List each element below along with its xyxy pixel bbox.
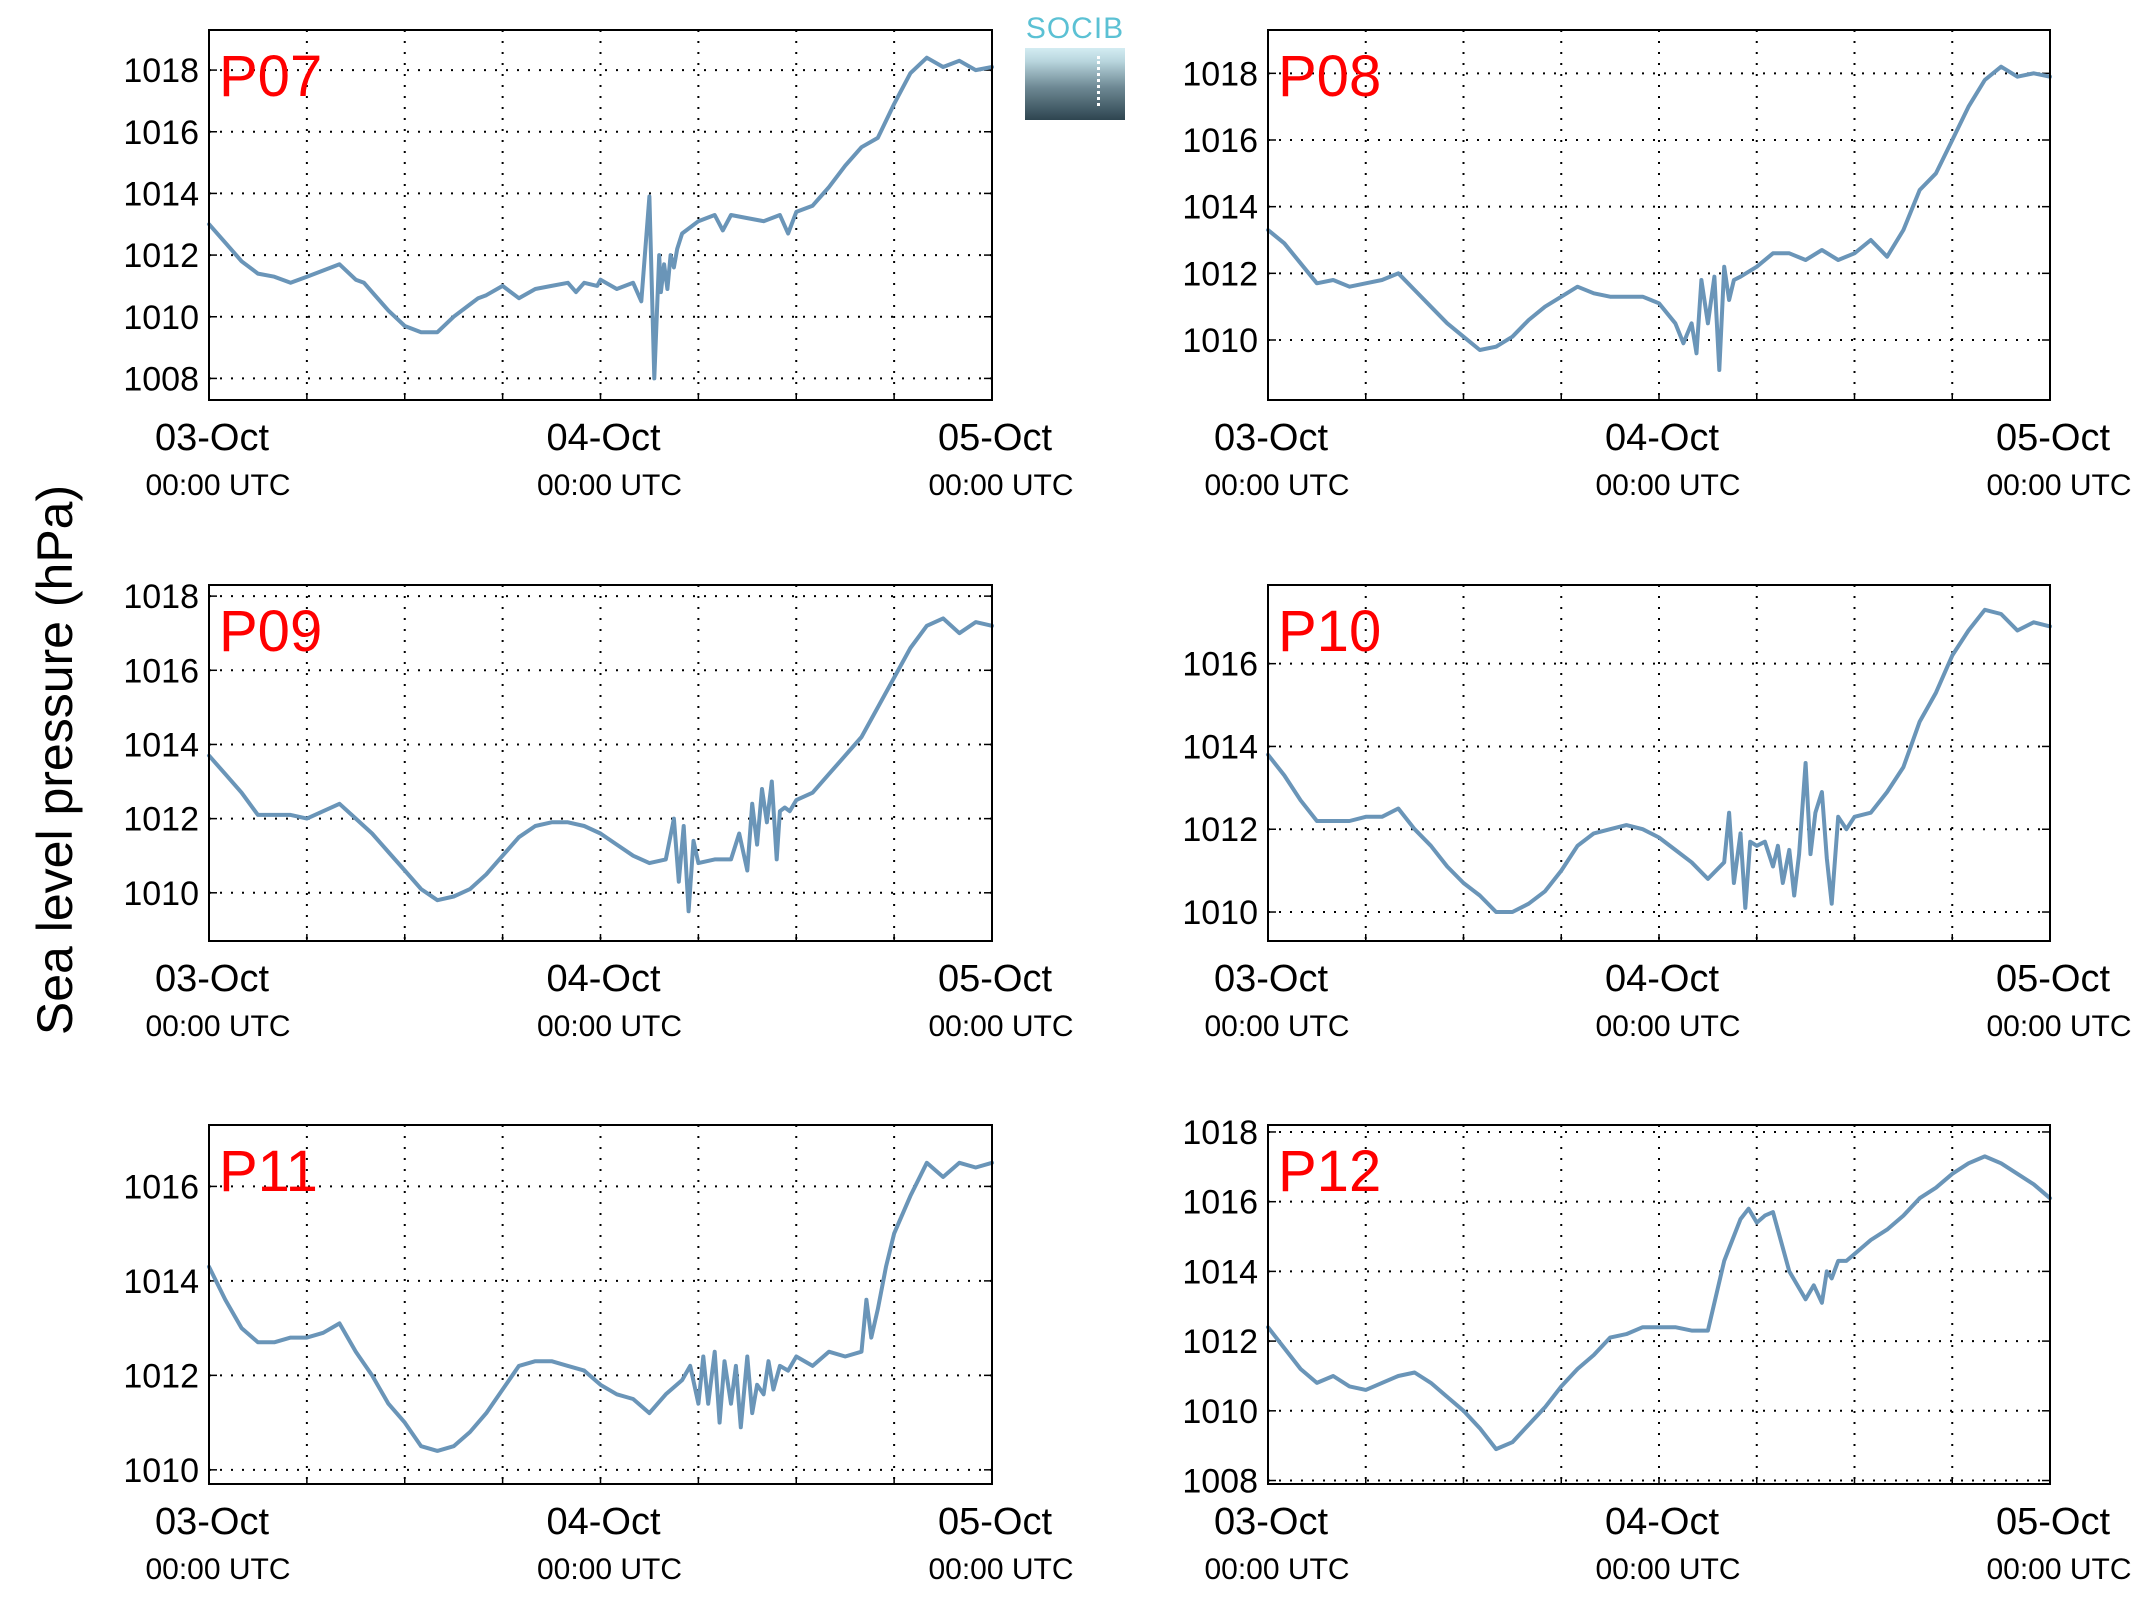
x-tick-label-date: 05-Oct xyxy=(1996,1501,2110,1543)
y-tick-label: 1010 xyxy=(123,299,199,337)
plot-frame xyxy=(208,584,993,942)
x-tick-label-time: 00:00 UTC xyxy=(1595,1553,1740,1586)
x-tick-label-date: 05-Oct xyxy=(938,417,1052,459)
x-tick-label-time: 00:00 UTC xyxy=(537,1553,682,1586)
x-tick-label-time: 00:00 UTC xyxy=(537,469,682,502)
x-tick-label-date: 03-Oct xyxy=(1214,958,1328,1000)
chart-panel-p07: 1008 1010 1012 1014 1016 1018 03-Oct 00:00 UTC 0… xyxy=(123,29,1074,502)
y-tick-label: 1010 xyxy=(1182,322,1258,360)
series-line-p12 xyxy=(1266,1154,2052,1452)
y-tick-label: 1012 xyxy=(1182,255,1258,293)
x-tick-label-date: 04-Oct xyxy=(1605,417,1719,459)
x-tick-label-date: 03-Oct xyxy=(1214,1501,1328,1543)
x-tick-label-date: 04-Oct xyxy=(1605,958,1719,1000)
x-tick-label-time: 00:00 UTC xyxy=(1204,1553,1349,1586)
x-tick-label-date: 03-Oct xyxy=(155,1501,269,1543)
x-tick-label-time: 00:00 UTC xyxy=(1595,1010,1740,1043)
panel-label: P11 xyxy=(219,1139,318,1204)
plot-frame xyxy=(1267,584,2051,942)
x-tick-label-date: 05-Oct xyxy=(1996,417,2110,459)
y-tick-label: 1016 xyxy=(1182,122,1258,160)
y-tick-label: 1014 xyxy=(123,175,199,213)
y-tick-label: 1012 xyxy=(1182,811,1258,849)
y-tick-label: 1010 xyxy=(1182,894,1258,932)
y-tick-label: 1008 xyxy=(1182,1463,1258,1501)
x-tick-label-date: 05-Oct xyxy=(938,958,1052,1000)
x-tick-label-time: 00:00 UTC xyxy=(1204,469,1349,502)
plot-frame xyxy=(1267,29,2051,401)
x-tick-label-time: 00:00 UTC xyxy=(145,469,290,502)
y-tick-label: 1008 xyxy=(123,360,199,398)
y-tick-label: 1016 xyxy=(1182,646,1258,684)
chart-panel-p10: 1010 1012 1014 1016 03-Oct 00:00 UTC 04-Oct 00:… xyxy=(1182,584,2132,1043)
panel-label: P07 xyxy=(219,44,322,109)
y-tick-label: 1014 xyxy=(123,726,199,764)
x-tick-label-time: 00:00 UTC xyxy=(928,469,1073,502)
x-tick-label-time: 00:00 UTC xyxy=(1986,1010,2131,1043)
y-tick-label: 1014 xyxy=(1182,189,1258,227)
x-tick-label-date: 04-Oct xyxy=(1605,1501,1719,1543)
y-tick-label: 1018 xyxy=(1182,55,1258,93)
y-tick-label: 1012 xyxy=(1182,1323,1258,1361)
x-tick-label-time: 00:00 UTC xyxy=(145,1010,290,1043)
y-tick-label: 1016 xyxy=(123,114,199,152)
x-tick-label-time: 00:00 UTC xyxy=(1986,1553,2131,1586)
x-tick-label-date: 04-Oct xyxy=(546,958,660,1000)
panel-label: P09 xyxy=(219,599,322,664)
y-tick-label: 1018 xyxy=(123,52,199,90)
x-tick-label-time: 00:00 UTC xyxy=(145,1553,290,1586)
y-axis-label: Sea level pressure (hPa) xyxy=(27,485,83,1035)
y-tick-label: 1014 xyxy=(123,1263,199,1301)
socib-logo-stripe xyxy=(1097,56,1100,106)
y-tick-label: 1016 xyxy=(123,652,199,690)
panel-label: P12 xyxy=(1278,1139,1381,1204)
panels: 1008 1010 1012 1014 1016 1018 03-Oct 00:00 UTC 0… xyxy=(123,29,2132,1586)
y-tick-label: 1016 xyxy=(123,1168,199,1206)
x-tick-label-date: 05-Oct xyxy=(1996,958,2110,1000)
x-tick-label-date: 04-Oct xyxy=(546,417,660,459)
plot-frame xyxy=(1267,1124,2051,1485)
y-tick-label: 1012 xyxy=(123,237,199,275)
series-line-p08 xyxy=(1266,64,2052,372)
x-tick-label-date: 03-Oct xyxy=(1214,417,1328,459)
panel-label: P08 xyxy=(1278,44,1381,109)
plot-frame xyxy=(208,1124,993,1485)
socib-logo-box xyxy=(1025,48,1125,120)
x-tick-label-time: 00:00 UTC xyxy=(1204,1010,1349,1043)
y-tick-label: 1012 xyxy=(123,1357,199,1395)
chart-panel-p08: 1010 1012 1014 1016 1018 03-Oct 00:00 UTC 04-Oc… xyxy=(1182,29,2132,502)
y-tick-label: 1010 xyxy=(123,1452,199,1490)
socib-logo: SOCIB xyxy=(1025,12,1125,120)
x-tick-label-date: 04-Oct xyxy=(546,1501,660,1543)
panel-label: P10 xyxy=(1278,599,1381,664)
y-tick-label: 1016 xyxy=(1182,1184,1258,1222)
series-line-p09 xyxy=(207,616,994,914)
y-tick-label: 1014 xyxy=(1182,728,1258,766)
y-tick-label: 1018 xyxy=(123,578,199,616)
x-tick-label-time: 00:00 UTC xyxy=(1986,469,2131,502)
x-tick-label-date: 03-Oct xyxy=(155,417,269,459)
series-line-p11 xyxy=(207,1160,994,1453)
chart-panel-p09: 1010 1012 1014 1016 1018 03-Oct 00:00 UTC 04-Oc… xyxy=(123,578,1073,1043)
x-tick-label-time: 00:00 UTC xyxy=(928,1553,1073,1586)
y-tick-label: 1018 xyxy=(1182,1114,1258,1152)
x-tick-label-time: 00:00 UTC xyxy=(537,1010,682,1043)
chart-panel-p12: 1008 1010 1012 1014 1016 1018 03-Oct 00:00 UTC 0… xyxy=(1182,1114,2131,1586)
x-tick-label-time: 00:00 UTC xyxy=(1595,469,1740,502)
plot-frame xyxy=(208,29,993,401)
socib-logo-text: SOCIB xyxy=(1025,12,1125,45)
x-tick-label-date: 05-Oct xyxy=(938,1501,1052,1543)
y-tick-label: 1012 xyxy=(123,801,199,839)
y-tick-label: 1010 xyxy=(123,875,199,913)
chart-panel-p11: 1010 1012 1014 1016 03-Oct 00:00 UTC 04-Oct 00:… xyxy=(123,1124,1074,1586)
series-line-p07 xyxy=(207,55,994,381)
series-line-p10 xyxy=(1266,607,2052,914)
y-tick-label: 1010 xyxy=(1182,1393,1258,1431)
x-tick-label-date: 03-Oct xyxy=(155,958,269,1000)
y-tick-label: 1014 xyxy=(1182,1253,1258,1291)
x-tick-label-time: 00:00 UTC xyxy=(928,1010,1073,1043)
